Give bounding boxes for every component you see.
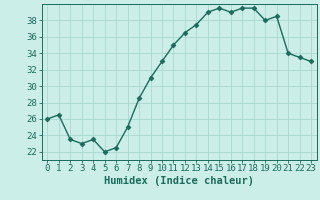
X-axis label: Humidex (Indice chaleur): Humidex (Indice chaleur) — [104, 176, 254, 186]
